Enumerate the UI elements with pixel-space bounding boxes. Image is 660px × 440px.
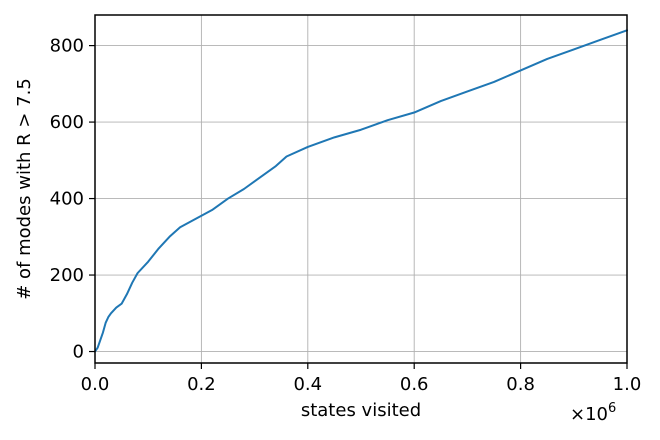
plot-area: [94, 29, 628, 353]
x-tick-label: 0.6: [400, 374, 429, 395]
y-tick-label: 400: [50, 189, 84, 210]
x-tick-label: 0.0: [81, 374, 110, 395]
x-axis: 0.0 0.2 0.4 0.6 0.8 1.0: [81, 363, 642, 395]
x-tick-label: 0.8: [506, 374, 535, 395]
y-tick-label: 800: [50, 36, 84, 57]
x-scale-multiplier-exponent: 6: [608, 401, 616, 416]
x-tick-label: 0.2: [187, 374, 216, 395]
x-tick-label: 0.4: [293, 374, 322, 395]
series-line: [94, 29, 628, 353]
grid: [94, 15, 628, 363]
y-tick-label: 200: [50, 265, 84, 286]
plot-frame: [94, 14, 628, 364]
x-tick-label: 1.0: [613, 374, 642, 395]
y-tick-label: 600: [50, 112, 84, 133]
y-tick-label: 0: [73, 342, 84, 363]
x-scale-multiplier: ×106: [570, 401, 616, 425]
x-scale-multiplier-base: ×10: [570, 404, 608, 425]
y-axis-label: # of modes with R > 7.5: [14, 78, 35, 300]
x-axis-label: states visited: [301, 400, 421, 421]
y-axis: 0 200 400 600 800: [50, 36, 95, 363]
